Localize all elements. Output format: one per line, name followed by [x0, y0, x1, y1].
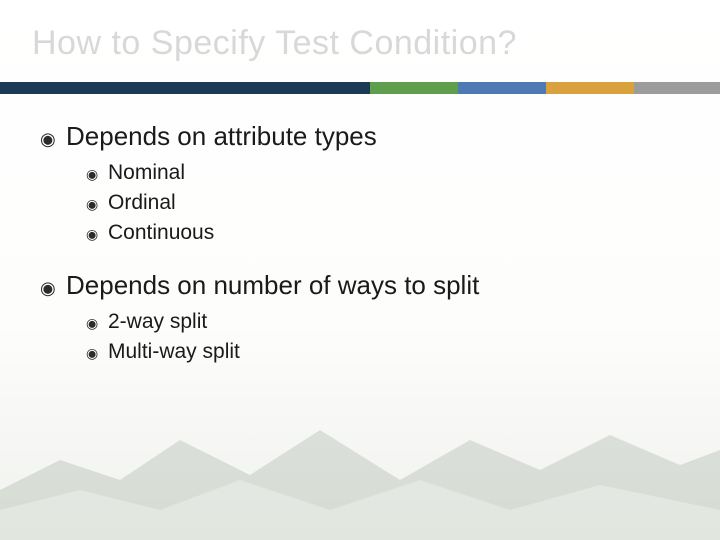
- accent-stripe: [0, 82, 720, 94]
- background-mountains: [0, 380, 720, 540]
- slide: How to Specify Test Condition? ◉Depends …: [0, 0, 720, 540]
- bullet-icon: ◉: [86, 340, 108, 366]
- level2-label: Nominal: [108, 159, 185, 187]
- bullet-icon: ◉: [40, 125, 66, 153]
- level1-label: Depends on number of ways to split: [66, 269, 479, 301]
- level2-item: ◉Nominal: [86, 159, 680, 187]
- bullet-icon: ◉: [86, 161, 108, 187]
- level1-item: ◉Depends on number of ways to split: [40, 269, 680, 302]
- level2-item: ◉2-way split: [86, 308, 680, 336]
- level1-label: Depends on attribute types: [66, 120, 377, 152]
- stripe-segment: [634, 82, 720, 94]
- bullet-icon: ◉: [86, 310, 108, 336]
- level2-item: ◉Ordinal: [86, 189, 680, 217]
- level1-item: ◉Depends on attribute types: [40, 120, 680, 153]
- bullet-icon: ◉: [40, 274, 66, 302]
- level2-label: Continuous: [108, 219, 214, 247]
- level2-label: 2-way split: [108, 308, 207, 336]
- bullet-icon: ◉: [86, 221, 108, 247]
- level2-label: Ordinal: [108, 189, 176, 217]
- stripe-segment: [546, 82, 634, 94]
- content-area: ◉Depends on attribute types◉Nominal◉Ordi…: [40, 112, 680, 388]
- level2-label: Multi-way split: [108, 338, 240, 366]
- level2-group: ◉Nominal◉Ordinal◉Continuous: [86, 159, 680, 247]
- level2-item: ◉Continuous: [86, 219, 680, 247]
- stripe-segment: [0, 82, 370, 94]
- level2-item: ◉Multi-way split: [86, 338, 680, 366]
- level2-group: ◉2-way split◉Multi-way split: [86, 308, 680, 366]
- stripe-segment: [458, 82, 546, 94]
- stripe-segment: [370, 82, 458, 94]
- bullet-icon: ◉: [86, 191, 108, 217]
- slide-title: How to Specify Test Condition?: [32, 24, 517, 63]
